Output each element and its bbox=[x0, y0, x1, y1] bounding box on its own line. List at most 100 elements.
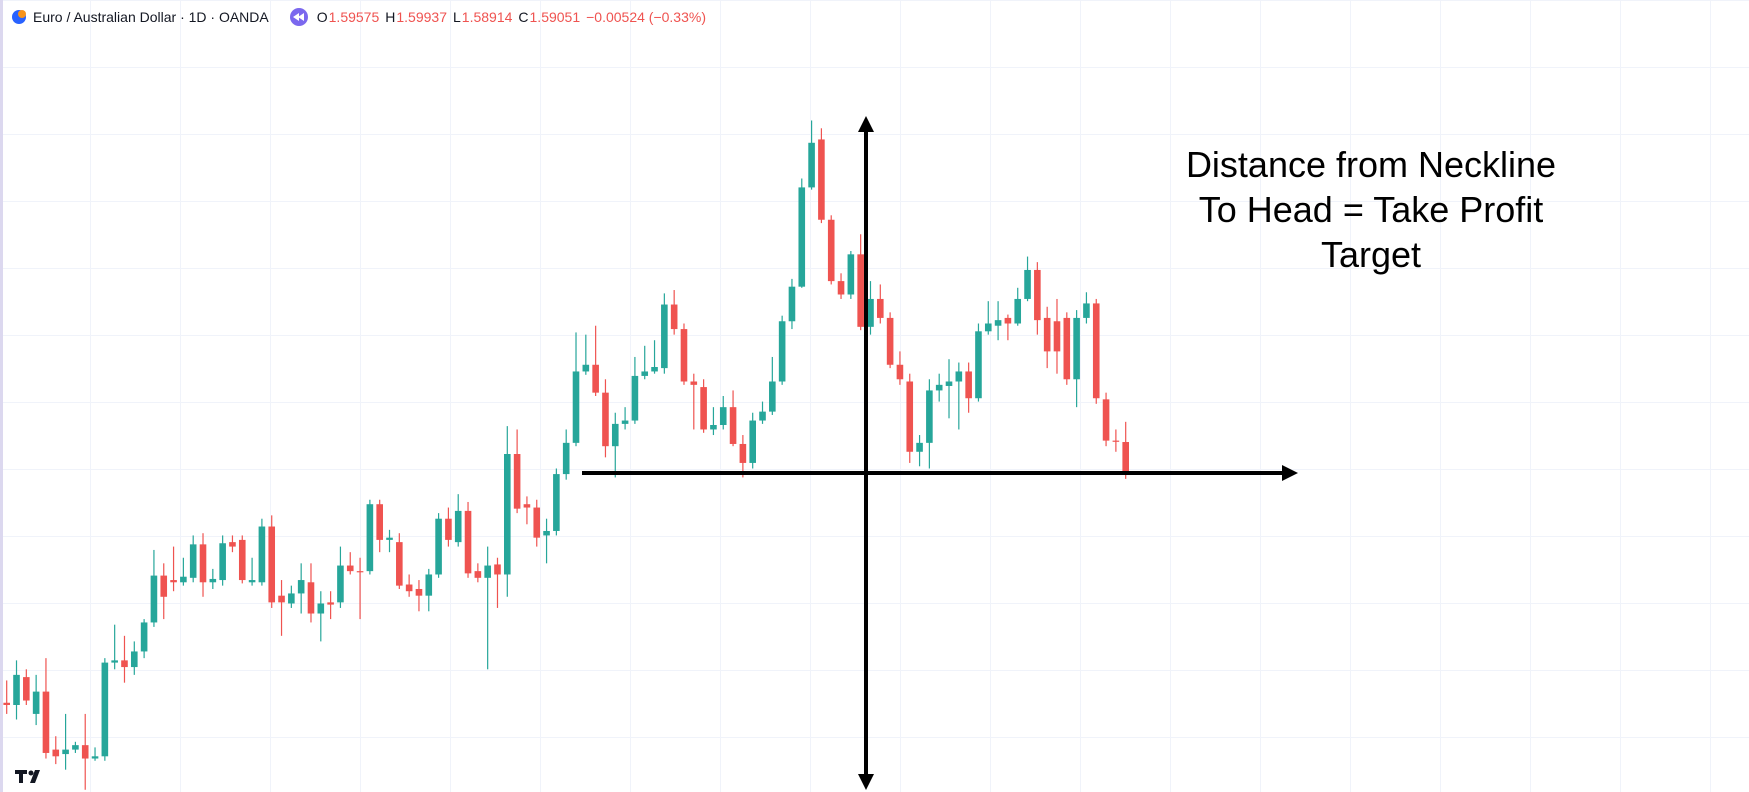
candle-body bbox=[749, 420, 756, 463]
candle-body bbox=[288, 593, 295, 604]
candle-body bbox=[81, 745, 89, 759]
candle-body bbox=[130, 651, 138, 668]
candle-body bbox=[700, 387, 707, 430]
candle-body bbox=[484, 565, 491, 578]
candle-body bbox=[386, 537, 393, 540]
ohlc-value: 1.59051 bbox=[529, 9, 581, 25]
candle-body bbox=[965, 371, 972, 399]
annotation: Distance from Neckline bbox=[1186, 144, 1556, 185]
candle-body bbox=[906, 381, 914, 452]
candle-body bbox=[827, 219, 835, 282]
ohlc-value: 1.58914 bbox=[461, 9, 513, 25]
candle-body bbox=[935, 384, 943, 391]
tv-logo bbox=[15, 770, 40, 783]
candle-body bbox=[494, 564, 501, 575]
candle-body bbox=[690, 381, 698, 385]
candle-body bbox=[454, 510, 462, 543]
ohlc-label: O bbox=[316, 9, 328, 25]
candle-body bbox=[877, 298, 884, 318]
candle-body bbox=[621, 420, 629, 424]
candle-body bbox=[513, 454, 521, 509]
annotation: Target bbox=[1321, 234, 1421, 275]
candles bbox=[3, 120, 1129, 790]
candle-body bbox=[72, 745, 79, 750]
candle-body bbox=[867, 298, 874, 327]
candle-body bbox=[297, 580, 305, 594]
candle-body bbox=[52, 749, 60, 757]
candle-body bbox=[337, 565, 344, 603]
candle-body bbox=[366, 504, 374, 572]
candle-body bbox=[1092, 303, 1100, 399]
candle-body bbox=[1102, 399, 1110, 441]
ohlc-label: L bbox=[452, 9, 461, 25]
candle-body bbox=[170, 580, 177, 583]
candle-body bbox=[926, 390, 933, 443]
candle-body bbox=[955, 371, 963, 382]
symbol-title: Euro / Australian Dollar · 1D · OANDA bbox=[33, 9, 269, 25]
candle-body bbox=[268, 526, 276, 603]
candle-body bbox=[808, 142, 815, 188]
candle-body bbox=[445, 518, 452, 540]
candle-body bbox=[1073, 317, 1080, 380]
candle-body bbox=[1063, 317, 1071, 380]
candle-body bbox=[258, 526, 266, 583]
candle-body bbox=[886, 317, 894, 365]
candle-body bbox=[1122, 442, 1129, 472]
candle-body bbox=[42, 691, 50, 753]
candle-body bbox=[592, 364, 599, 393]
candle-body bbox=[719, 407, 727, 426]
candle-body bbox=[219, 543, 226, 581]
candle-body bbox=[327, 602, 334, 605]
candle-body bbox=[1024, 269, 1031, 299]
candle-body bbox=[710, 425, 717, 430]
symbol-icon bbox=[12, 10, 26, 24]
candle-body bbox=[189, 544, 197, 578]
candle-body bbox=[62, 749, 69, 755]
candle-body bbox=[209, 578, 217, 583]
candle-body bbox=[994, 320, 1002, 326]
candle-body bbox=[425, 574, 433, 596]
candle-body bbox=[121, 660, 128, 668]
candle-body bbox=[1014, 298, 1022, 324]
candle-body bbox=[582, 364, 590, 372]
candle-body bbox=[199, 544, 207, 583]
candle-body bbox=[32, 691, 40, 714]
candle-body bbox=[346, 565, 354, 572]
candle-body bbox=[739, 443, 747, 463]
candle-body bbox=[396, 542, 403, 586]
symbol-header: Euro / Australian Dollar · 1D · OANDA O 1… bbox=[10, 7, 712, 27]
candle-body bbox=[1053, 321, 1061, 352]
ohlc-label: C bbox=[518, 9, 529, 25]
candle-body bbox=[1083, 303, 1090, 318]
replay-button[interactable] bbox=[289, 7, 309, 27]
candle-body bbox=[405, 584, 413, 592]
candle-body bbox=[945, 381, 953, 386]
candle-body bbox=[759, 411, 766, 421]
arrow-head bbox=[858, 116, 874, 132]
panel-edge bbox=[0, 0, 3, 792]
candle-body bbox=[729, 407, 737, 444]
candle-body bbox=[435, 518, 442, 575]
ohlc-label: H bbox=[385, 9, 396, 25]
candle-body bbox=[180, 576, 187, 583]
candle-body bbox=[523, 504, 531, 508]
candle-body bbox=[641, 371, 649, 376]
candle-body bbox=[248, 580, 256, 583]
candle-body bbox=[356, 571, 364, 573]
candle-body bbox=[23, 677, 30, 701]
candle-body bbox=[916, 442, 923, 452]
candle-body bbox=[788, 286, 796, 322]
candle-body bbox=[150, 575, 158, 623]
candle-body bbox=[984, 323, 992, 332]
candle-body bbox=[101, 662, 109, 757]
candle-body bbox=[91, 756, 99, 759]
candle-body bbox=[140, 622, 148, 652]
candle-body bbox=[474, 571, 482, 578]
candle-body bbox=[602, 392, 609, 447]
measure-arrows bbox=[582, 116, 1298, 790]
candle-body bbox=[464, 510, 472, 574]
candle-body bbox=[553, 474, 560, 531]
candle-body bbox=[611, 423, 619, 447]
arrow-head bbox=[858, 774, 874, 790]
